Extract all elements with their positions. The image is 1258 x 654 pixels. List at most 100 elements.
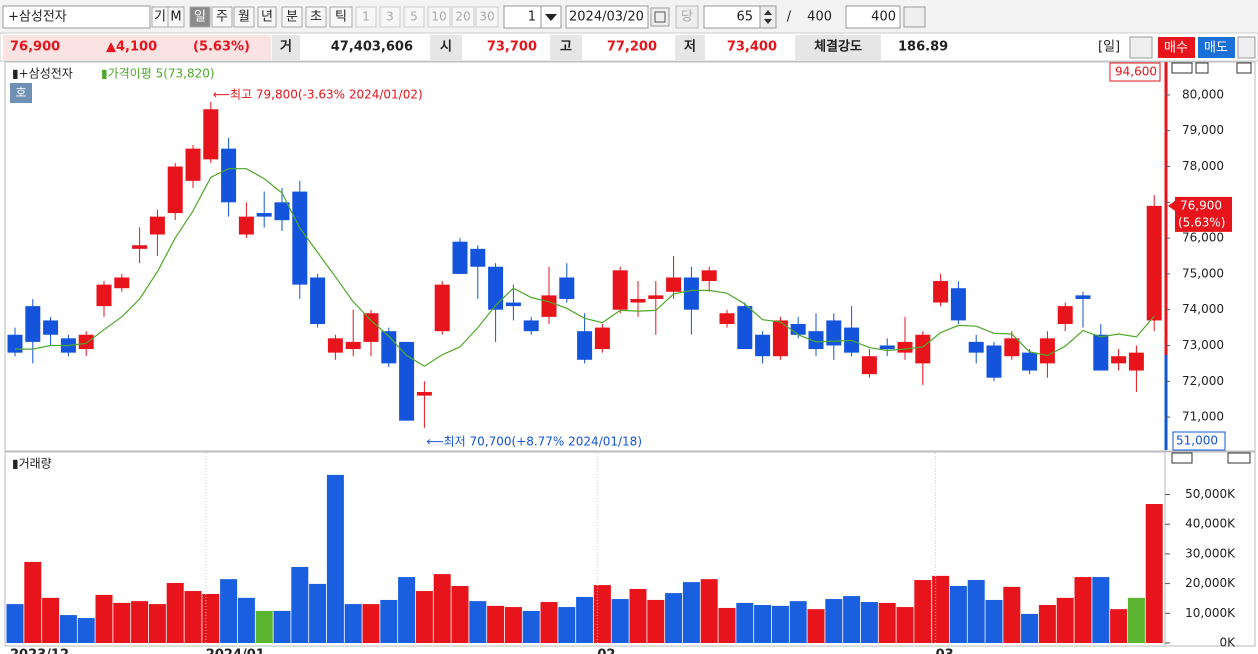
buy-button[interactable] <box>1158 37 1195 58</box>
volume-bar <box>878 602 896 643</box>
icon[interactable] <box>1195 62 1209 74</box>
tick-period-button[interactable] <box>451 6 475 28</box>
period-button[interactable] <box>189 6 211 28</box>
candle-body <box>648 295 664 299</box>
candle-body <box>114 277 130 289</box>
candle-body <box>915 334 931 364</box>
volume: 47,403,606 <box>331 40 413 55</box>
candle-body <box>986 345 1002 378</box>
volume-bar <box>522 610 540 643</box>
volume-bar <box>77 618 95 643</box>
candle-body <box>1093 334 1109 371</box>
candle-body <box>577 331 593 360</box>
last-price: 76,900 <box>1180 198 1222 212</box>
period-label: 일 <box>194 10 206 25</box>
candle-body <box>327 338 343 353</box>
volume-bar <box>932 575 950 643</box>
x-tick-label: 2024/01 <box>206 648 265 654</box>
volume-bar <box>380 599 398 643</box>
volume-bar <box>985 599 1003 643</box>
settings-button[interactable] <box>903 6 926 28</box>
low: 73,400 <box>727 40 777 55</box>
tick-period-button[interactable] <box>475 6 499 28</box>
volume-bar <box>611 599 629 643</box>
volume-bar <box>362 604 380 643</box>
menu-button[interactable] <box>1237 36 1256 59</box>
candle-body <box>470 248 486 267</box>
y-tick-label: 40,000K <box>1185 517 1236 531</box>
candle-body <box>274 202 290 221</box>
candle-body <box>737 306 753 350</box>
candle-body <box>310 277 326 325</box>
date-input[interactable] <box>565 5 649 29</box>
volume-bar <box>184 591 202 643</box>
period-button[interactable] <box>233 6 255 28</box>
icon[interactable] <box>1171 452 1193 464</box>
volume-title: ▮거래량 <box>12 457 52 471</box>
max: 400 <box>807 10 832 25</box>
symbol: +삼성전자 <box>8 10 67 25</box>
low-label: 저 <box>684 40 696 55</box>
tick-period-label: 10 <box>431 10 446 24</box>
sell-button[interactable] <box>1198 37 1235 58</box>
symbol-input[interactable] <box>2 5 151 29</box>
volume-bar <box>593 585 611 643</box>
candle-body <box>755 334 771 357</box>
volume-bar <box>1038 604 1056 643</box>
tick-period-button[interactable] <box>379 6 401 28</box>
period-button[interactable] <box>329 6 353 28</box>
volume-bar <box>914 580 932 643</box>
dropdown-arrow <box>545 14 557 21</box>
period-button[interactable] <box>211 6 233 28</box>
icon[interactable] <box>1236 62 1252 74</box>
volume-bar <box>42 597 60 643</box>
period-button[interactable] <box>257 6 277 28</box>
x-tick-label: 03 <box>936 648 954 654</box>
period-label: 기 <box>154 10 166 25</box>
volume-bar <box>131 601 149 643</box>
icon[interactable] <box>1171 62 1193 74</box>
y-tick-label: 76,000 <box>1182 231 1224 245</box>
volume-bar <box>789 601 807 643</box>
volume-bar <box>255 610 273 643</box>
strength-label: 체결강도 <box>814 39 862 55</box>
max-input[interactable] <box>845 5 901 29</box>
volume-bar <box>166 583 184 643</box>
tick-period-button[interactable] <box>355 6 377 28</box>
sell: 매도 <box>1204 41 1228 56</box>
icon[interactable] <box>1227 452 1251 464</box>
period-label: 틱 <box>335 10 347 25</box>
strength: 186.89 <box>898 40 948 55</box>
candle-body <box>256 213 272 217</box>
volume-bar <box>1021 613 1039 643</box>
today-button[interactable] <box>675 5 699 29</box>
change: ▲4,100 <box>106 40 157 55</box>
volume-bar <box>220 579 238 643</box>
period-label: 초 <box>310 10 322 25</box>
tick-period-button[interactable] <box>427 6 451 28</box>
high: 77,200 <box>607 40 657 55</box>
volume-label: 거 <box>280 40 292 55</box>
volume-bar <box>665 593 683 643</box>
hoga-button[interactable] <box>10 83 32 103</box>
volume-bar <box>398 577 416 643</box>
volume-bar <box>629 588 647 643</box>
period-button[interactable] <box>167 6 185 28</box>
low-annotation: ⟵최저 70,700(+8.77% 2024/01/18) <box>426 434 642 448</box>
tick-period-button[interactable] <box>403 6 425 28</box>
period-button[interactable] <box>305 6 327 28</box>
volume-bar <box>1056 597 1074 643</box>
options-button[interactable] <box>1129 36 1153 59</box>
volume-bar <box>736 602 754 643</box>
label-box <box>675 35 705 60</box>
volume-bar <box>237 597 255 643</box>
candle-body <box>772 320 788 357</box>
volume-bar <box>95 594 113 643</box>
high-label: 고 <box>560 40 572 55</box>
spinner[interactable] <box>759 5 777 29</box>
calendar-button[interactable] <box>650 7 670 27</box>
period-button[interactable] <box>281 6 303 28</box>
volume-bar <box>451 585 469 643</box>
tick-period-label: 30 <box>479 10 494 24</box>
